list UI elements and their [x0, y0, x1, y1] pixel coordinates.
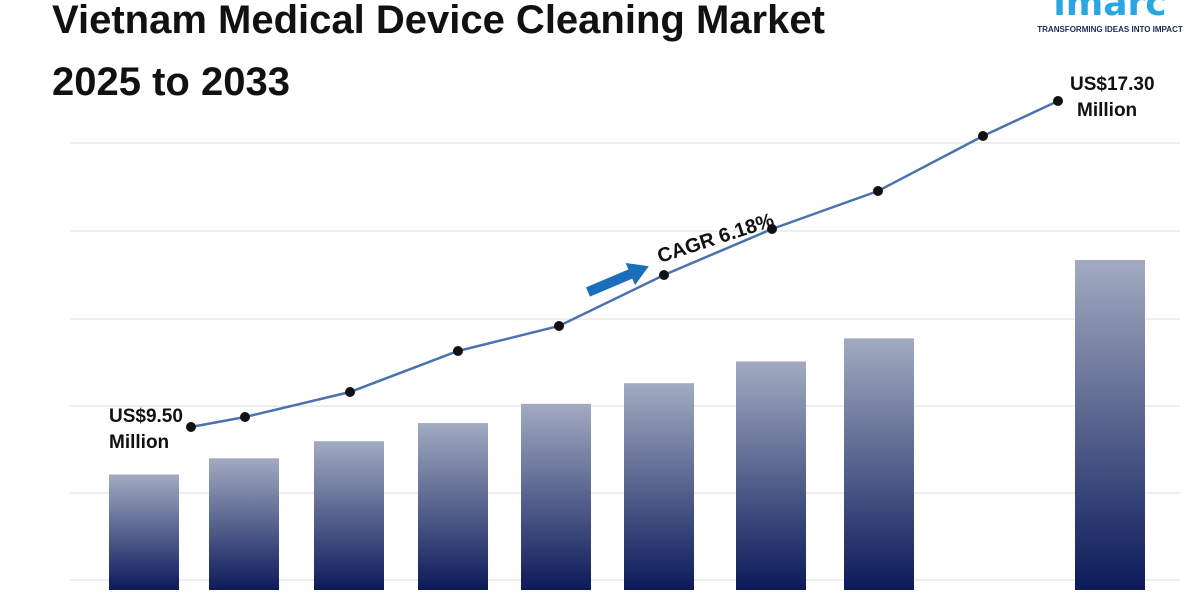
- chart-title-line1: Vietnam Medical Device Cleaning Market: [52, 0, 825, 42]
- end-value-label-amount: US$17.30: [1070, 74, 1155, 95]
- trend-marker: [240, 412, 250, 422]
- bars: [109, 260, 1145, 590]
- trend-line: [190, 99, 1059, 429]
- chart-title-line2: 2025 to 2033: [52, 60, 290, 104]
- logo-tagline: TRANSFORMING IDEAS INTO IMPACT: [1037, 25, 1183, 34]
- bar-2025: [109, 474, 179, 590]
- bar-2031: [736, 361, 806, 590]
- bar-2026: [209, 458, 279, 590]
- trend-marker: [345, 387, 355, 397]
- trend-marker: [554, 321, 564, 331]
- trend-markers: [186, 96, 1063, 432]
- trend-marker: [453, 346, 463, 356]
- trend-marker: [1053, 96, 1063, 106]
- bar-2030: [624, 383, 694, 590]
- start-value-label-unit: Million: [109, 432, 169, 453]
- trend-marker: [978, 131, 988, 141]
- cagr-arrow-shaft: [586, 268, 635, 297]
- trend-marker: [767, 224, 777, 234]
- bar-2027: [314, 441, 384, 590]
- cagr-label: CAGR 6.18%: [655, 209, 777, 267]
- bar-2029: [521, 403, 591, 590]
- bar-2032: [844, 338, 914, 590]
- bar-2033: [1075, 260, 1145, 590]
- logo-wordmark: imarc: [1053, 0, 1166, 24]
- trend-line-layer: [190, 99, 1059, 429]
- start-value-label-amount: US$9.50: [109, 406, 183, 427]
- end-value-label-unit: Million: [1077, 100, 1137, 121]
- cagr-arrow-head: [625, 262, 649, 286]
- imarc-logo: imarc TRANSFORMING IDEAS INTO IMPACT: [1037, 0, 1183, 34]
- trend-marker: [659, 270, 669, 280]
- bar-2028: [418, 423, 488, 590]
- trend-marker: [186, 422, 196, 432]
- trend-marker: [873, 186, 883, 196]
- cagr-arrow-icon: [586, 262, 649, 297]
